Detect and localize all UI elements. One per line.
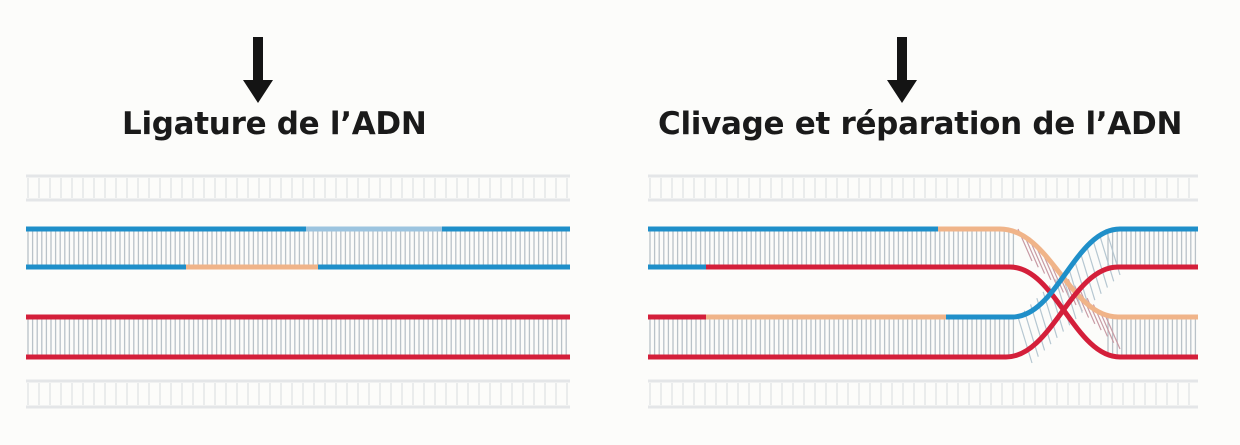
orange-crossover-strand-right	[938, 226, 1198, 320]
ghost-rungs-top-right	[649, 178, 1190, 198]
bottom-duplex-rungs-right	[649, 318, 1015, 356]
ghost-rungs-bottom-left	[27, 383, 568, 405]
crossover-rungs-a	[1017, 228, 1121, 350]
down-arrow-right	[887, 37, 917, 103]
blue-inner-strand-crossing	[946, 226, 1198, 320]
ghost-rungs-bottom-right	[649, 383, 1190, 405]
red-duplex-rungs-left	[27, 318, 567, 356]
red-outer-strand-crossing	[648, 264, 1198, 360]
strands-layer	[26, 174, 1198, 409]
panel-title-cleavage-repair: Clivage et réparation de l’ADN	[658, 106, 1183, 142]
top-duplex-rungs-right	[649, 230, 1015, 266]
ghost-rungs-top-left	[27, 178, 568, 198]
bottom-right-arm-rungs	[1107, 318, 1197, 356]
top-right-arm-rungs	[1107, 230, 1197, 266]
panel-title-ligation: Ligature de l’ADN	[122, 106, 427, 142]
blue-duplex-rungs-left	[27, 230, 567, 266]
rungs-layer	[27, 178, 1197, 405]
arrows-layer	[243, 37, 917, 103]
red-inner-strand-crossing	[706, 264, 1198, 360]
down-arrow-left	[243, 37, 273, 103]
